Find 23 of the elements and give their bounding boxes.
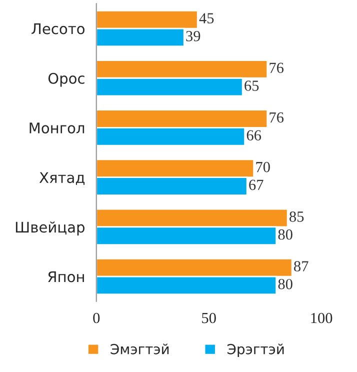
legend-label: Эмэгтэй [110,344,169,354]
data-label: 76 [270,112,284,123]
y-tick-label: Япон [48,271,84,282]
x-tick-label: 50 [202,312,216,324]
data-label: 87 [294,261,308,272]
data-label: 45 [199,13,214,24]
data-label: 67 [249,180,264,190]
y-tick-label: Швейцар [16,221,84,236]
y-tick-label: Монгол [30,122,84,134]
data-label: 85 [290,212,304,222]
data-label: 66 [246,130,262,140]
data-label: 70 [256,162,270,172]
y-tick-label: Лесото [32,23,84,34]
data-label: 65 [244,80,259,91]
data-label: 39 [186,31,200,42]
y-tick-label: Орос [48,72,84,87]
legend-label: Эрэгтэй [228,344,284,358]
x-tick-label: 0 [93,312,100,324]
x-tick-label: 100 [311,312,332,324]
data-label: 76 [270,62,284,74]
data-label: 80 [278,229,292,240]
data-label: 80 [278,278,292,290]
y-tick-label: Хятад [39,172,85,185]
